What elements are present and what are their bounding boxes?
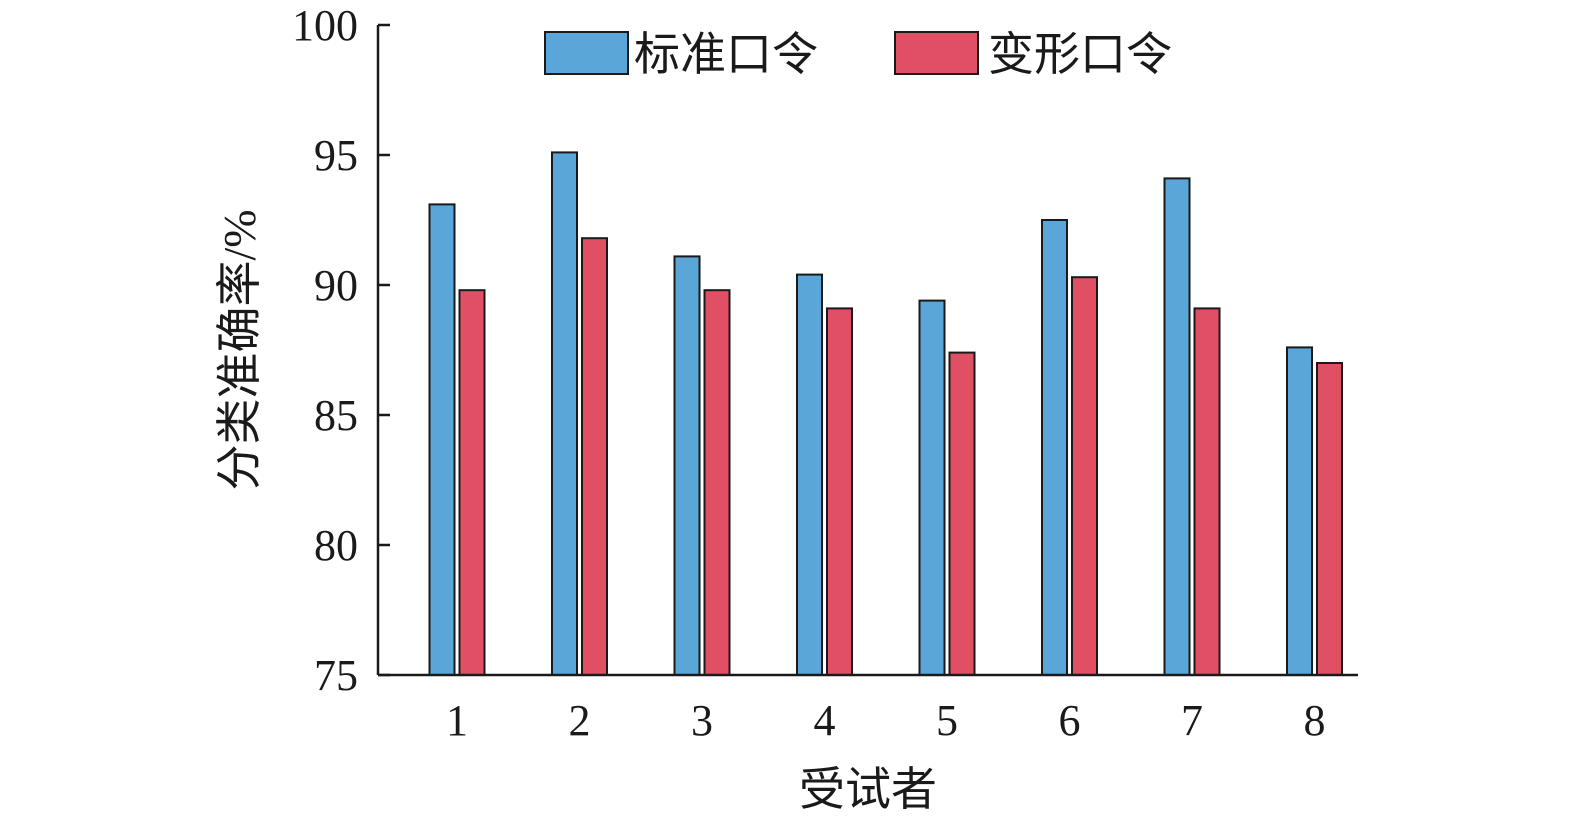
legend-label-standard: 标准口令 (634, 29, 818, 80)
x-tick-label: 7 (1181, 696, 1203, 745)
bar-standard-3 (673, 255, 701, 676)
bar-variant-2 (581, 237, 608, 676)
x-tick-label: 4 (814, 696, 836, 745)
y-tick-label: 75 (314, 651, 358, 700)
bar-variant-3 (703, 289, 731, 676)
bar-variant-4 (826, 307, 853, 676)
bar-variant-1 (458, 289, 486, 676)
x-tick-label: 3 (691, 696, 713, 745)
bar-standard-4 (796, 273, 823, 676)
x-axis-title: 受试者 (799, 764, 937, 815)
legend: 标准口令 变形口令 (544, 29, 1172, 80)
legend-swatch-standard (544, 31, 629, 75)
x-tick-label: 6 (1059, 696, 1081, 745)
x-tick-label: 8 (1304, 696, 1326, 745)
bar-standard-8 (1286, 346, 1313, 676)
y-tick-label: 80 (314, 521, 358, 570)
legend-swatch-variant (894, 31, 979, 75)
x-tick-label: 1 (446, 696, 468, 745)
legend-label-variant: 变形口令 (988, 29, 1172, 80)
y-ticks-group: 75 80 85 90 95 100 (292, 1, 390, 700)
bar-standard-6 (1041, 219, 1068, 676)
bar-standard-7 (1163, 177, 1191, 676)
bars-group (428, 151, 1343, 676)
bar-standard-5 (918, 299, 946, 676)
bar-variant-7 (1193, 307, 1221, 676)
x-ticks-group: 1 2 3 4 5 6 7 8 (446, 696, 1326, 745)
y-tick-label: 85 (314, 391, 358, 440)
x-tick-label: 2 (569, 696, 591, 745)
bar-variant-8 (1316, 362, 1343, 676)
y-tick-label: 100 (292, 1, 358, 50)
y-tick-label: 95 (314, 131, 358, 180)
bar-standard-2 (551, 151, 578, 676)
y-axis-title: 分类准确率/% (214, 209, 265, 490)
bar-variant-5 (948, 351, 976, 676)
x-tick-label: 5 (936, 696, 958, 745)
bar-variant-6 (1071, 276, 1098, 676)
bar-standard-1 (428, 203, 456, 676)
axes-group (376, 25, 1358, 677)
y-tick-label: 90 (314, 261, 358, 310)
